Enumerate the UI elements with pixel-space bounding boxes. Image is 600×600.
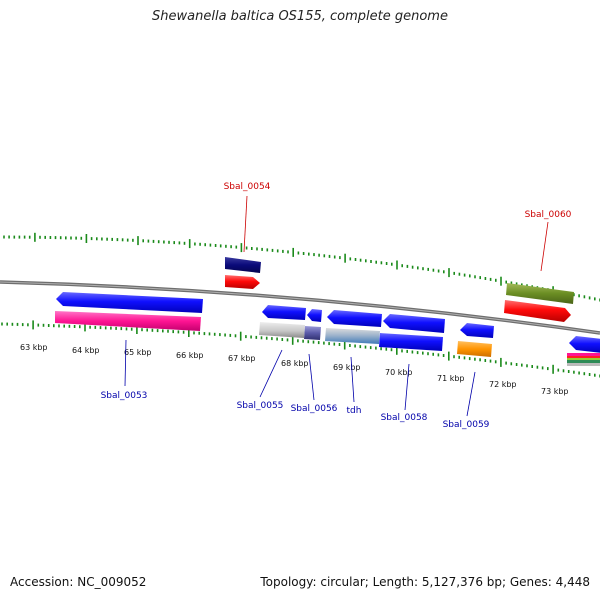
gene-label-sbal-0056[interactable]: Sbal_0056 — [291, 404, 338, 414]
gene-arrow-sbal-0060-domain[interactable] — [506, 283, 574, 304]
gene-arrow-sbal-0056[interactable] — [307, 309, 322, 322]
gene-arrow-sbal-0058-domain[interactable] — [379, 333, 443, 351]
reverse-tick-row — [1, 320, 600, 378]
gene-arrow-sbal-0053-domain[interactable] — [55, 311, 201, 331]
scale-label: 67 kbp — [228, 354, 256, 363]
gene-arrow-sbal-0054-domain[interactable] — [225, 257, 261, 273]
label-leaders — [124, 195, 549, 417]
forward-tick-row — [3, 232, 600, 302]
gene-label-sbal-0055[interactable]: Sbal_0055 — [237, 401, 284, 411]
gene-domain-stripe-pink — [567, 353, 600, 356]
gene-label-sbal-0053[interactable]: Sbal_0053 — [101, 391, 148, 401]
gene-domain-stripe-teal — [567, 360, 600, 363]
scale-label: 66 kbp — [176, 351, 204, 360]
gene-arrow-sbal-0056-domain[interactable] — [304, 326, 321, 340]
gene-arrow-tdh-domain[interactable] — [325, 328, 380, 344]
gene-label-sbal-0059[interactable]: Sbal_0059 — [443, 420, 490, 430]
gene-arrow-sbal-0059[interactable] — [460, 323, 494, 338]
scale-label: 68 kbp — [281, 359, 309, 368]
gene-arrow-sbal-0055[interactable] — [262, 305, 306, 320]
scale-label: 63 kbp — [20, 343, 48, 352]
gene-arrow-sbal-0059-domain[interactable] — [457, 341, 492, 357]
gene-label-tdh[interactable]: tdh — [347, 406, 362, 416]
gene-arrow-sbal-0054[interactable] — [225, 275, 260, 289]
gene-label-sbal-0060[interactable]: Sbal_0060 — [525, 210, 572, 220]
gene-arrow-sbal-0055-domain[interactable] — [259, 322, 305, 338]
gene-arrow-tdh[interactable] — [327, 310, 382, 327]
scale-label: 73 kbp — [541, 387, 569, 396]
genome-title: Shewanella baltica OS155, complete genom… — [152, 9, 448, 24]
scale-label: 69 kbp — [333, 363, 361, 372]
gene-arrow-sbal-0053[interactable] — [56, 292, 203, 313]
scale-label: 65 kbp — [124, 348, 152, 357]
scale-labels: 63 kbp 64 kbp 65 kbp 66 kbp 67 kbp 68 kb… — [20, 343, 569, 396]
gene-label-sbal-0058[interactable]: Sbal_0058 — [381, 413, 428, 423]
gene-arrow-sbal-0060[interactable] — [504, 300, 571, 322]
gene-arrow-sbal-0058[interactable] — [383, 314, 445, 333]
gene-arrow-partial-right[interactable] — [569, 336, 600, 353]
gene-label-sbal-0054[interactable]: Sbal_0054 — [224, 182, 271, 192]
scale-label: 70 kbp — [385, 368, 413, 377]
gene-domain-stripe-olive — [567, 358, 600, 360]
genome-summary-text: Topology: circular; Length: 5,127,376 bp… — [260, 575, 590, 589]
scale-label: 71 kbp — [437, 374, 465, 383]
accession-text: Accession: NC_009052 — [10, 575, 147, 589]
gene-domain-stripe-red — [567, 356, 600, 358]
scale-label: 72 kbp — [489, 380, 517, 389]
scale-label: 64 kbp — [72, 346, 100, 355]
gene-domain-stripe-grey — [567, 363, 600, 366]
